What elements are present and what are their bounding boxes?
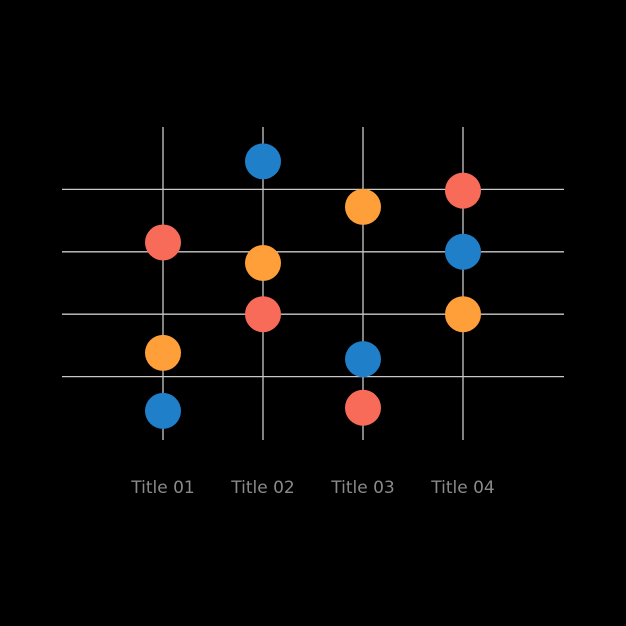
data-point-s2-c2 <box>245 245 281 282</box>
data-point-s2-c1 <box>145 334 181 371</box>
data-point-s3-c3 <box>345 389 381 426</box>
data-point-s1-c3 <box>345 341 381 378</box>
x-axis-tick-labels: Title 01 Title 02 Title 03 Title 04 <box>130 478 494 498</box>
x-tick-label-3: Title 03 <box>330 478 394 498</box>
data-point-s2-c4 <box>445 296 481 333</box>
x-tick-label-4: Title 04 <box>430 478 494 498</box>
data-point-s2-c3 <box>345 188 381 225</box>
data-points <box>145 143 481 429</box>
x-tick-label-1: Title 01 <box>130 478 194 498</box>
data-point-s3-c4 <box>445 172 481 209</box>
vertical-gridlines <box>162 127 464 440</box>
data-point-s3-c1 <box>145 224 181 261</box>
horizontal-gridlines <box>62 188 564 378</box>
data-point-s1-c1 <box>145 392 181 429</box>
x-tick-label-2: Title 02 <box>230 478 294 498</box>
data-point-s3-c2 <box>245 296 281 333</box>
data-point-s1-c4 <box>445 233 481 270</box>
data-point-s1-c2 <box>245 143 281 180</box>
